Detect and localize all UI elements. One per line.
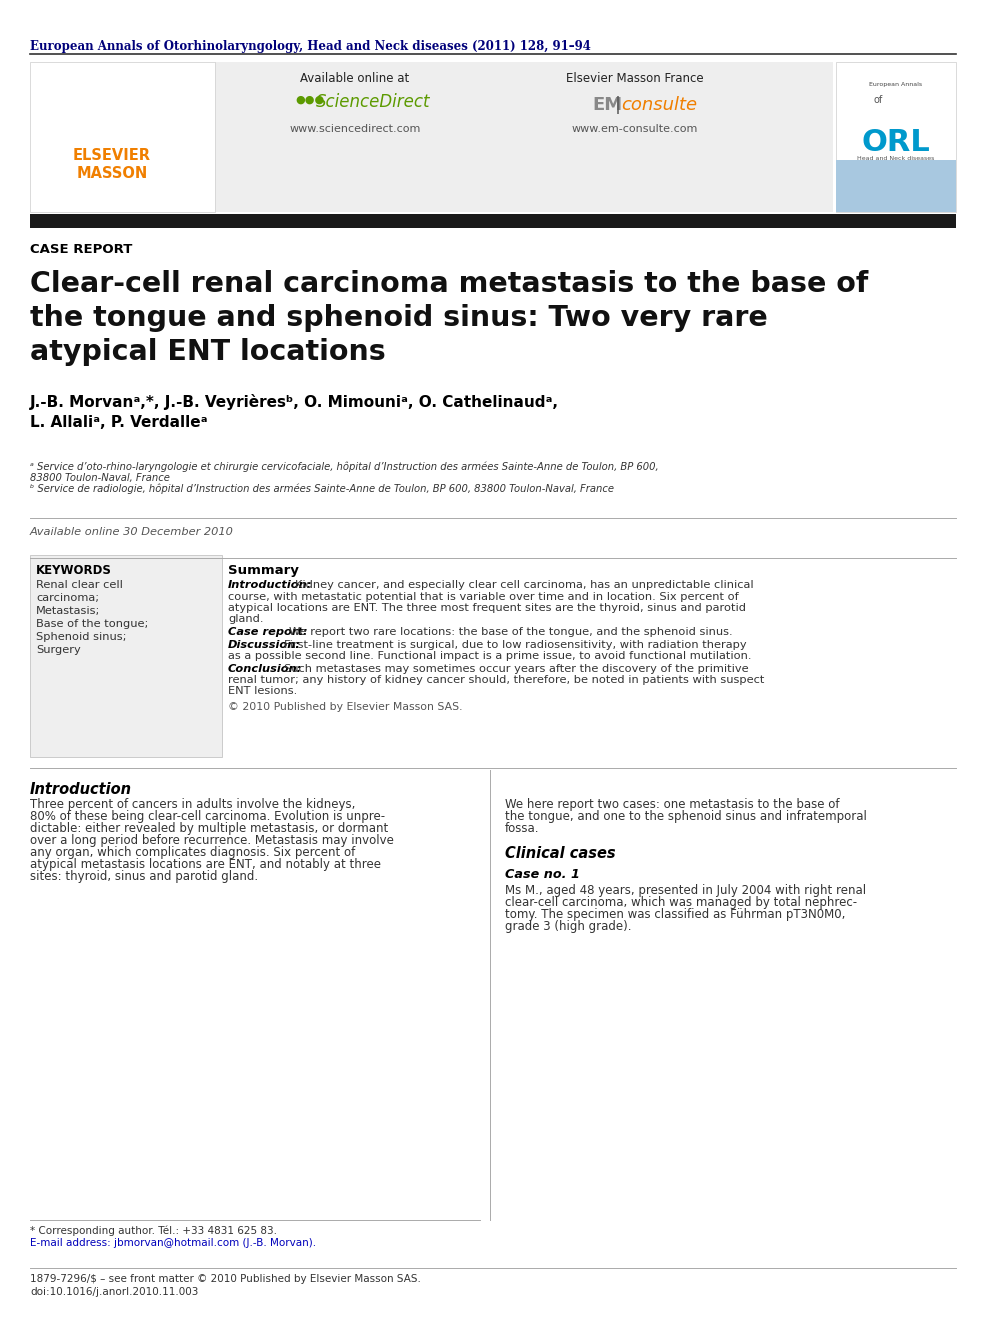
Text: Case report:: Case report: [228, 627, 308, 636]
Text: ELSEVIER: ELSEVIER [73, 148, 151, 163]
Text: ENT lesions.: ENT lesions. [228, 687, 298, 696]
Text: Elsevier Masson France: Elsevier Masson France [566, 71, 703, 85]
Bar [836, 160, 956, 212]
Text: ᵇ Service de radiologie, hôpital d’Instruction des armées Sainte-Anne de Toulon,: ᵇ Service de radiologie, hôpital d’Instr… [30, 484, 614, 495]
Text: Such metastases may sometimes occur years after the discovery of the primitive: Such metastases may sometimes occur year… [284, 664, 749, 673]
Text: of: of [873, 95, 882, 105]
Text: 1879-7296/$ – see front matter © 2010 Published by Elsevier Masson SAS.: 1879-7296/$ – see front matter © 2010 Pu… [30, 1274, 421, 1285]
Text: MASSON: MASSON [76, 165, 148, 181]
Text: Kidney cancer, and especially clear cell carcinoma, has an unpredictable clinica: Kidney cancer, and especially clear cell… [295, 579, 754, 590]
Text: Available online 30 December 2010: Available online 30 December 2010 [30, 527, 234, 537]
Text: L. Allaliᵃ, P. Verdalleᵃ: L. Allaliᵃ, P. Verdalleᵃ [30, 415, 207, 430]
Text: ᵃ Service d’oto-rhino-laryngologie et chirurgie cervicofaciale, hôpital d’Instru: ᵃ Service d’oto-rhino-laryngologie et ch… [30, 462, 659, 472]
Text: sites: thyroid, sinus and parotid gland.: sites: thyroid, sinus and parotid gland. [30, 871, 258, 882]
Bar [30, 214, 956, 228]
Text: grade 3 (high grade).: grade 3 (high grade). [505, 919, 632, 933]
Text: Base of the tongue;: Base of the tongue; [36, 619, 149, 628]
Text: Three percent of cancers in adults involve the kidneys,: Three percent of cancers in adults invol… [30, 798, 355, 811]
Text: Metastasis;: Metastasis; [36, 606, 100, 617]
Text: CASE REPORT: CASE REPORT [30, 243, 132, 255]
Text: Surgery: Surgery [36, 646, 80, 655]
Text: course, with metastatic potential that is variable over time and in location. Si: course, with metastatic potential that i… [228, 591, 739, 602]
Text: clear-cell carcinoma, which was managed by total nephrec-: clear-cell carcinoma, which was managed … [505, 896, 857, 909]
Text: Introduction: Introduction [30, 782, 132, 796]
Text: |: | [615, 97, 621, 114]
Text: www.em-consulte.com: www.em-consulte.com [571, 124, 698, 134]
Text: J.-B. Morvanᵃ,*, J.-B. Veyrièresᵇ, O. Mimouniᵃ, O. Cathelinaudᵃ,: J.-B. Morvanᵃ,*, J.-B. Veyrièresᵇ, O. Mi… [30, 394, 559, 410]
Text: European Annals of Otorhinolaryngology, Head and Neck diseases (2011) 128, 91–94: European Annals of Otorhinolaryngology, … [30, 40, 591, 53]
Text: Conclusion:: Conclusion: [228, 664, 303, 673]
Text: EM: EM [592, 97, 622, 114]
Text: 83800 Toulon-Naval, France: 83800 Toulon-Naval, France [30, 474, 170, 483]
Text: First-line treatment is surgical, due to low radiosensitivity, with radiation th: First-line treatment is surgical, due to… [284, 639, 747, 650]
Text: © 2010 Published by Elsevier Masson SAS.: © 2010 Published by Elsevier Masson SAS. [228, 703, 462, 712]
Text: * Corresponding author. Tél.: +33 4831 625 83.: * Corresponding author. Tél.: +33 4831 6… [30, 1226, 277, 1237]
Text: fossa.: fossa. [505, 822, 540, 835]
Text: We report two rare locations: the base of the tongue, and the sphenoid sinus.: We report two rare locations: the base o… [289, 627, 733, 636]
Text: any organ, which complicates diagnosis. Six percent of: any organ, which complicates diagnosis. … [30, 845, 355, 859]
Text: Discussion:: Discussion: [228, 639, 301, 650]
Text: 80% of these being clear-cell carcinoma. Evolution is unpre-: 80% of these being clear-cell carcinoma.… [30, 810, 385, 823]
Text: Head and Neck diseases: Head and Neck diseases [857, 156, 934, 161]
Text: the tongue, and one to the sphenoid sinus and infratemporal: the tongue, and one to the sphenoid sinu… [505, 810, 867, 823]
Text: Clear-cell renal carcinoma metastasis to the base of: Clear-cell renal carcinoma metastasis to… [30, 270, 868, 298]
Text: Summary: Summary [228, 564, 299, 577]
Text: atypical metastasis locations are ENT, and notably at three: atypical metastasis locations are ENT, a… [30, 859, 381, 871]
Text: Renal clear cell: Renal clear cell [36, 579, 123, 590]
Bar [836, 62, 956, 212]
Bar [30, 62, 215, 212]
Text: the tongue and sphenoid sinus: Two very rare: the tongue and sphenoid sinus: Two very … [30, 304, 768, 332]
Text: Clinical cases: Clinical cases [505, 845, 616, 861]
Text: over a long period before recurrence. Metastasis may involve: over a long period before recurrence. Me… [30, 833, 394, 847]
Text: Introduction:: Introduction: [228, 579, 312, 590]
Text: European Annals: European Annals [869, 82, 923, 87]
Text: E-mail address: jbmorvan@hotmail.com (J.-B. Morvan).: E-mail address: jbmorvan@hotmail.com (J.… [30, 1238, 316, 1248]
Text: www.sciencedirect.com: www.sciencedirect.com [290, 124, 421, 134]
Bar [215, 62, 833, 212]
Text: tomy. The specimen was classified as Führman pT3N0M0,: tomy. The specimen was classified as Füh… [505, 908, 845, 921]
Text: ScienceDirect: ScienceDirect [316, 93, 431, 111]
Text: KEYWORDS: KEYWORDS [36, 564, 112, 577]
Text: ●●●: ●●● [295, 95, 324, 105]
Text: doi:10.1016/j.anorl.2010.11.003: doi:10.1016/j.anorl.2010.11.003 [30, 1287, 198, 1297]
Text: ORL: ORL [862, 128, 930, 157]
Text: Available online at: Available online at [301, 71, 410, 85]
Text: as a possible second line. Functional impact is a prime issue, to avoid function: as a possible second line. Functional im… [228, 651, 752, 662]
Text: Ms M., aged 48 years, presented in July 2004 with right renal: Ms M., aged 48 years, presented in July … [505, 884, 866, 897]
Text: gland.: gland. [228, 614, 264, 624]
Text: carcinoma;: carcinoma; [36, 593, 99, 603]
Text: Case no. 1: Case no. 1 [505, 868, 580, 881]
Bar [30, 556, 222, 757]
Text: Sphenoid sinus;: Sphenoid sinus; [36, 632, 127, 642]
Text: renal tumor; any history of kidney cancer should, therefore, be noted in patient: renal tumor; any history of kidney cance… [228, 675, 765, 685]
Text: atypical ENT locations: atypical ENT locations [30, 337, 386, 366]
Text: atypical locations are ENT. The three most frequent sites are the thyroid, sinus: atypical locations are ENT. The three mo… [228, 603, 746, 613]
Text: consulte: consulte [621, 97, 697, 114]
Text: We here report two cases: one metastasis to the base of: We here report two cases: one metastasis… [505, 798, 839, 811]
Text: dictable: either revealed by multiple metastasis, or dormant: dictable: either revealed by multiple me… [30, 822, 388, 835]
